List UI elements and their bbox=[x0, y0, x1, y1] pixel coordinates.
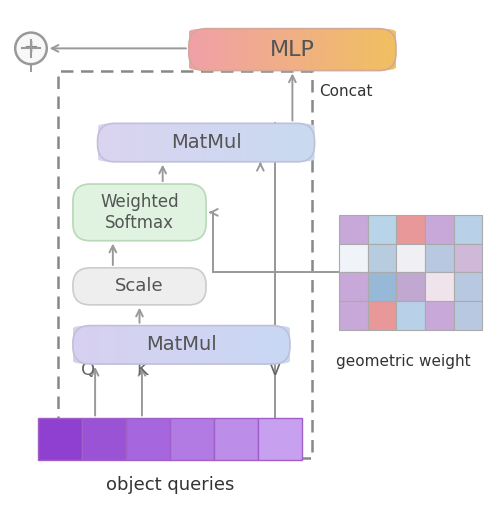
Bar bbox=[396, 301, 425, 330]
FancyBboxPatch shape bbox=[73, 268, 206, 305]
Bar bbox=[368, 301, 396, 330]
Bar bbox=[368, 244, 396, 272]
FancyBboxPatch shape bbox=[73, 184, 206, 241]
Bar bbox=[339, 244, 368, 272]
Text: MatMul: MatMul bbox=[146, 335, 217, 354]
Bar bbox=[396, 215, 425, 244]
Bar bbox=[126, 418, 170, 460]
Text: MLP: MLP bbox=[270, 40, 315, 60]
Bar bbox=[396, 272, 425, 301]
Bar bbox=[425, 272, 454, 301]
Bar bbox=[368, 272, 396, 301]
Bar bbox=[368, 215, 396, 244]
Bar bbox=[454, 272, 482, 301]
Text: Concat: Concat bbox=[319, 84, 373, 99]
Bar bbox=[454, 301, 482, 330]
Bar bbox=[38, 418, 82, 460]
Text: Q: Q bbox=[81, 361, 95, 379]
Bar bbox=[454, 215, 482, 244]
Text: Scale: Scale bbox=[115, 278, 164, 295]
Text: Weighted
Softmax: Weighted Softmax bbox=[100, 193, 179, 232]
Bar bbox=[425, 215, 454, 244]
Bar bbox=[339, 272, 368, 301]
Bar bbox=[170, 418, 214, 460]
Text: V: V bbox=[269, 361, 281, 379]
Bar bbox=[82, 418, 126, 460]
Text: K: K bbox=[136, 361, 148, 379]
Bar bbox=[454, 244, 482, 272]
Bar bbox=[214, 418, 258, 460]
Text: MatMul: MatMul bbox=[171, 133, 242, 152]
Text: object queries: object queries bbox=[106, 476, 235, 494]
Bar bbox=[396, 244, 425, 272]
Circle shape bbox=[15, 33, 47, 64]
Bar bbox=[339, 301, 368, 330]
Text: +: + bbox=[23, 38, 39, 56]
Bar bbox=[425, 244, 454, 272]
Bar bbox=[258, 418, 302, 460]
Bar bbox=[425, 301, 454, 330]
Text: geometric weight: geometric weight bbox=[336, 354, 471, 369]
Bar bbox=[339, 215, 368, 244]
